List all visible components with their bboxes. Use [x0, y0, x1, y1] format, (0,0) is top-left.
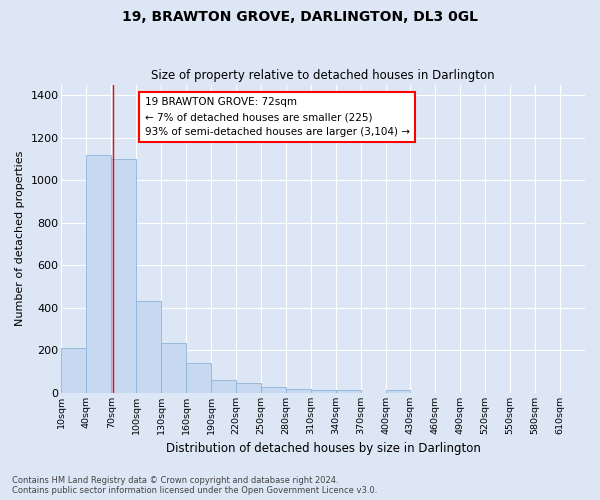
- Bar: [211, 380, 236, 392]
- Bar: [311, 390, 335, 392]
- Title: Size of property relative to detached houses in Darlington: Size of property relative to detached ho…: [151, 69, 495, 82]
- Bar: [86, 154, 112, 392]
- X-axis label: Distribution of detached houses by size in Darlington: Distribution of detached houses by size …: [166, 442, 481, 455]
- Text: 19, BRAWTON GROVE, DARLINGTON, DL3 0GL: 19, BRAWTON GROVE, DARLINGTON, DL3 0GL: [122, 10, 478, 24]
- Bar: [112, 159, 136, 392]
- Bar: [161, 342, 186, 392]
- Bar: [286, 390, 311, 392]
- Bar: [335, 390, 361, 392]
- Bar: [386, 390, 410, 392]
- Text: 19 BRAWTON GROVE: 72sqm
← 7% of detached houses are smaller (225)
93% of semi-de: 19 BRAWTON GROVE: 72sqm ← 7% of detached…: [145, 98, 410, 137]
- Bar: [261, 387, 286, 392]
- Y-axis label: Number of detached properties: Number of detached properties: [15, 151, 25, 326]
- Bar: [186, 363, 211, 392]
- Bar: [61, 348, 86, 393]
- Bar: [136, 301, 161, 392]
- Bar: [236, 383, 261, 392]
- Text: Contains HM Land Registry data © Crown copyright and database right 2024.
Contai: Contains HM Land Registry data © Crown c…: [12, 476, 377, 495]
